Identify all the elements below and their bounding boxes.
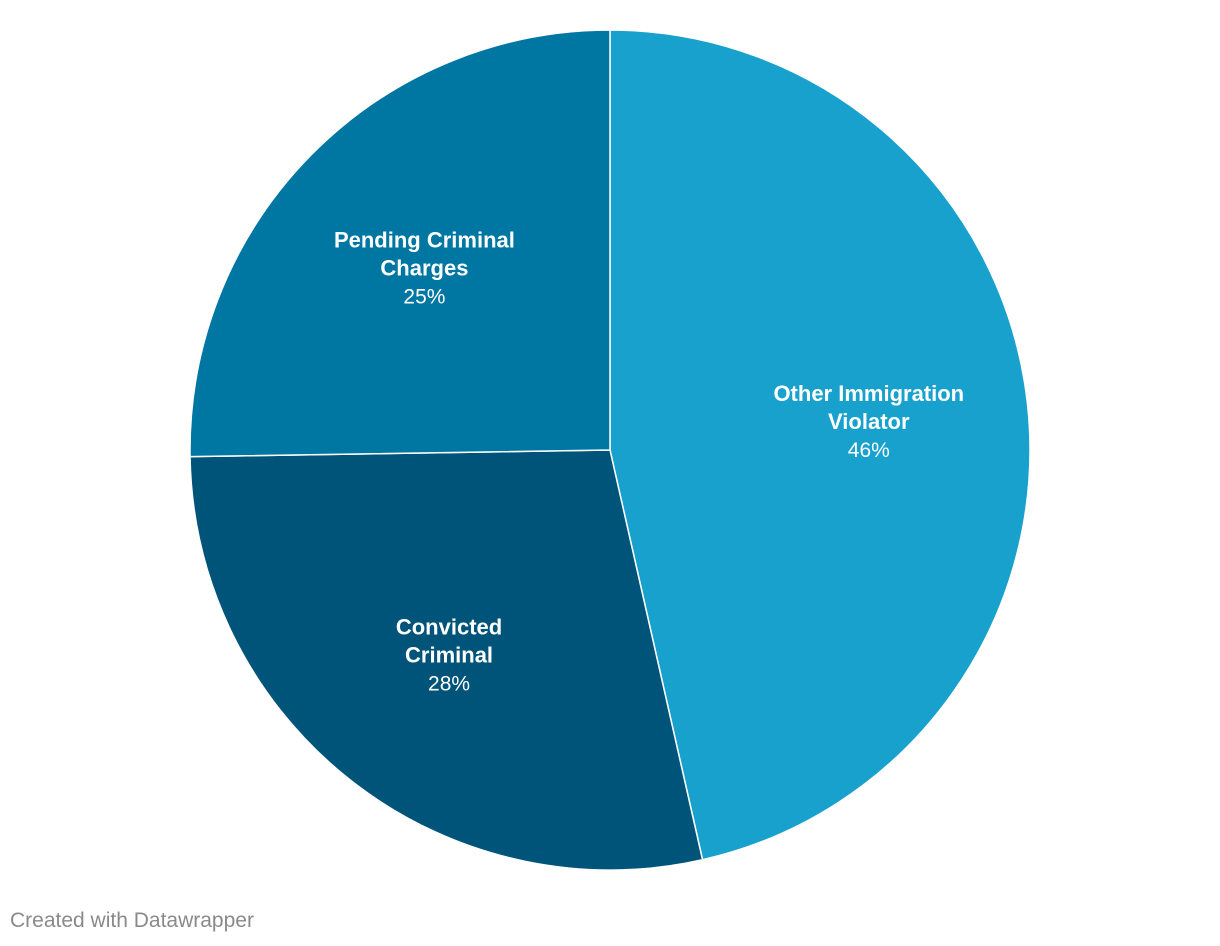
pie-label-pending-criminal-charges: Pending Criminal Charges 25%: [334, 227, 515, 308]
pie-label-value: 25%: [403, 285, 445, 308]
pie-labels: Other Immigration Violator 46% Convicted Cri…: [334, 227, 964, 695]
pie-label-name-line: Convicted: [396, 615, 502, 640]
pie-label-convicted-criminal: Convicted Criminal 28%: [396, 615, 502, 696]
pie-slice-pending-criminal-charges: [189, 29, 611, 458]
pie-slice-convicted-criminal: [189, 449, 704, 871]
pie-label-name-line: Charges: [380, 255, 468, 280]
pie-label-value: 28%: [428, 673, 470, 696]
pie-slice-other-immigration-violator: [609, 29, 1031, 861]
pie-label-name-line: Criminal: [405, 643, 493, 668]
pie-label-other-immigration-violator: Other Immigration Violator 46%: [773, 381, 964, 462]
pie-label-value: 46%: [848, 439, 890, 462]
pie-slices: [189, 29, 1031, 871]
datawrapper-credit[interactable]: Created with Datawrapper: [10, 909, 254, 932]
pie-label-name-line: Violator: [828, 409, 910, 434]
pie-label-name-line: Pending Criminal: [334, 227, 515, 252]
pie-label-name-line: Other Immigration: [773, 381, 964, 406]
